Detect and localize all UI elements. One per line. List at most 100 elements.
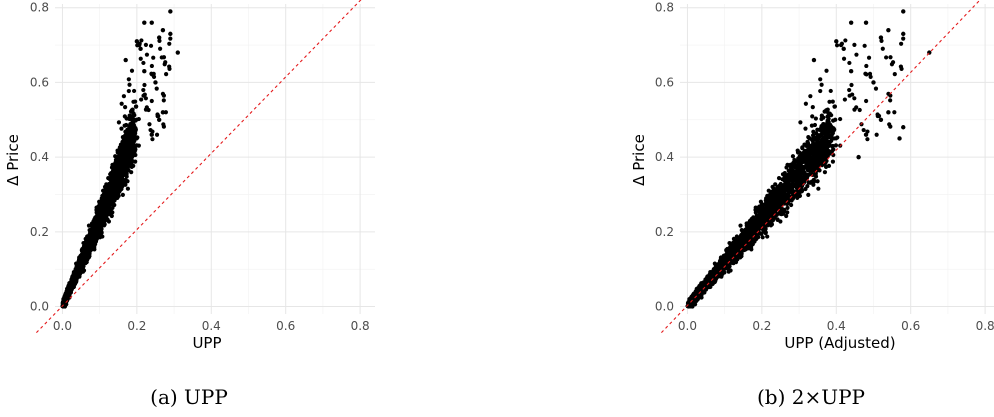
- data-point: [122, 114, 127, 119]
- y-tick-label: 0.4: [30, 150, 49, 164]
- data-point: [785, 205, 790, 211]
- data-point: [149, 72, 155, 77]
- data-point: [801, 155, 806, 160]
- scatter-panel-upp-adjusted: 0.0 0.2 0.4 0.6 0.8 0.00.20.40.60.8 UPP (Adj…: [630, 0, 994, 409]
- x-tick-label: 0.0: [53, 319, 72, 333]
- panel-caption: (a) UPP: [150, 385, 228, 409]
- data-point: [123, 57, 128, 63]
- data-point: [127, 113, 132, 118]
- data-point: [779, 212, 784, 217]
- data-point: [168, 36, 173, 41]
- data-point: [99, 201, 104, 206]
- data-point: [168, 9, 173, 14]
- data-point: [759, 231, 764, 236]
- data-point: [830, 144, 835, 150]
- data-points: [685, 9, 932, 309]
- data-point: [142, 69, 147, 74]
- data-point: [115, 158, 120, 163]
- data-point: [773, 182, 778, 187]
- data-point: [778, 181, 783, 187]
- y-axis-label: Δ Price: [4, 134, 22, 186]
- data-point: [158, 46, 163, 51]
- data-point: [131, 88, 137, 94]
- data-point: [142, 82, 147, 88]
- data-point: [159, 55, 164, 60]
- reference-line-y-equals-x: [36, 0, 362, 334]
- data-point: [168, 31, 173, 37]
- data-point: [133, 159, 138, 164]
- data-point: [151, 55, 156, 60]
- data-point: [124, 122, 129, 128]
- data-point: [156, 35, 162, 40]
- data-point: [67, 290, 72, 296]
- data-point: [108, 185, 114, 190]
- data-point: [67, 287, 72, 293]
- data-point: [108, 190, 113, 195]
- data-point: [793, 191, 798, 197]
- data-point: [109, 213, 114, 219]
- data-point: [139, 97, 144, 102]
- data-point: [738, 223, 743, 228]
- data-point: [117, 188, 122, 193]
- data-point: [117, 146, 122, 151]
- data-point: [120, 192, 125, 197]
- data-point: [103, 201, 108, 206]
- data-point: [785, 185, 791, 191]
- data-point: [75, 265, 81, 270]
- data-point: [817, 158, 822, 163]
- x-tick-label: 0.6: [276, 319, 295, 333]
- data-point: [142, 92, 147, 97]
- data-point: [116, 120, 122, 125]
- data-point: [819, 131, 824, 137]
- data-point: [89, 239, 95, 244]
- data-point: [143, 96, 148, 101]
- data-point: [115, 163, 120, 168]
- data-point: [123, 105, 128, 110]
- data-point: [99, 229, 104, 234]
- data-point: [753, 205, 758, 210]
- data-point: [130, 147, 135, 152]
- data-point: [108, 194, 113, 199]
- data-point: [124, 171, 129, 176]
- data-point: [161, 98, 166, 103]
- data-point: [121, 94, 126, 99]
- data-point: [130, 122, 135, 127]
- reference-line: [36, 0, 362, 334]
- data-point: [81, 252, 86, 257]
- y-tick-label: 0.0: [30, 300, 49, 314]
- data-point: [141, 60, 146, 66]
- data-point: [150, 137, 155, 142]
- data-point: [108, 207, 113, 212]
- data-point: [161, 122, 166, 127]
- data-point: [62, 298, 67, 303]
- data-point: [144, 52, 150, 57]
- data-point: [832, 104, 837, 109]
- data-point: [160, 110, 166, 115]
- data-point: [823, 164, 829, 170]
- data-point: [164, 72, 169, 77]
- data-point: [149, 98, 154, 104]
- scatter-panel-upp: 0.0 0.2 0.4 0.6 0.8 0.00.20.40.60.8 UPP Δ Pr…: [4, 0, 375, 409]
- data-point: [815, 133, 820, 138]
- data-point: [822, 170, 828, 175]
- data-point: [101, 211, 106, 216]
- data-point: [84, 260, 89, 265]
- data-point: [791, 183, 796, 188]
- data-point: [155, 113, 160, 119]
- y-tick-labels: 0.00.20.40.60.8: [30, 1, 49, 314]
- data-point: [97, 225, 102, 230]
- data-point: [809, 137, 814, 142]
- y-tick-label: 0.6: [30, 75, 49, 89]
- data-point: [806, 134, 811, 140]
- data-point: [125, 154, 130, 159]
- data-point: [130, 109, 135, 115]
- data-point: [776, 176, 782, 181]
- data-point: [115, 177, 121, 183]
- data-point: [167, 66, 172, 71]
- data-point: [108, 172, 113, 177]
- data-point: [112, 198, 117, 203]
- data-point: [160, 27, 166, 33]
- data-point: [100, 188, 106, 193]
- data-point: [153, 80, 158, 85]
- data-point: [139, 38, 144, 43]
